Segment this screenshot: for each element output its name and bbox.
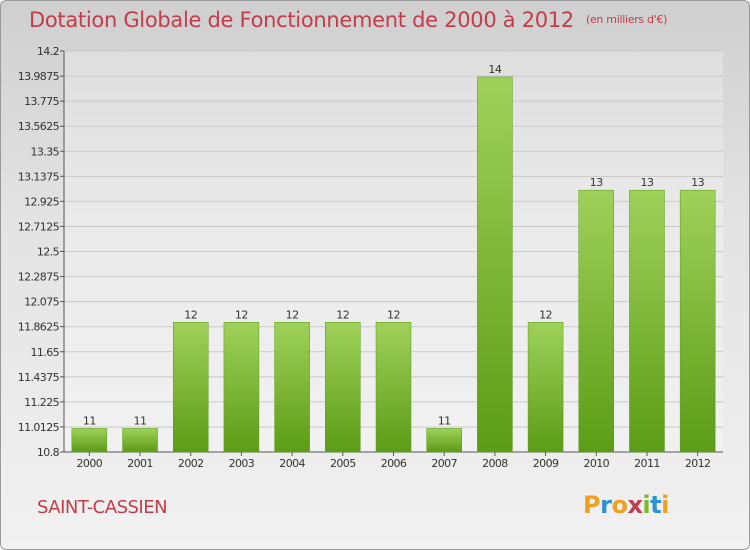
x-tick-label: 2009	[533, 457, 559, 470]
logo-letter: t	[650, 491, 662, 519]
bar	[375, 322, 412, 453]
bar	[679, 189, 716, 453]
y-tick-label: 12.7125	[18, 220, 60, 233]
bar	[426, 428, 462, 453]
y-tick-label: 13.5625	[18, 120, 60, 133]
bars: 11 11 12 12 12 12 12 11 14 12 13 13 13	[71, 63, 716, 453]
bar-value-label: 12	[539, 308, 552, 321]
x-tick-label: 2004	[279, 457, 305, 470]
chart-title: Dotation Globale de Fonctionnement de 20…	[29, 8, 667, 32]
y-tick-label: 13.775	[24, 95, 59, 108]
x-tick-label: 2012	[685, 457, 711, 470]
bar-value-label: 12	[286, 308, 299, 321]
bar-value-label: 12	[184, 308, 197, 321]
x-tick-label: 2011	[634, 457, 660, 470]
y-tick-label: 11.8625	[18, 321, 60, 334]
bar	[122, 428, 158, 453]
logo-letter: P	[583, 491, 601, 519]
y-tick-label: 11.65	[31, 346, 60, 359]
y-tick-label: 10.8	[37, 446, 60, 459]
x-tick-label: 2008	[482, 457, 508, 470]
x-tick-label: 2007	[431, 457, 457, 470]
bar-value-label: 12	[235, 308, 248, 321]
bar-value-label: 13	[691, 176, 704, 189]
axes: 10.8 11.0125 11.225 11.4375 11.65 11.8625 12.0…	[18, 45, 723, 470]
title-main: Dotation Globale de Fonctionnement de 20…	[29, 8, 574, 32]
y-tick-label: 11.0125	[18, 421, 60, 434]
bar-value-label: 13	[590, 176, 603, 189]
y-tick-label: 11.4375	[18, 371, 60, 384]
x-tick-label: 2002	[178, 457, 204, 470]
y-tick-label: 13.9875	[18, 70, 60, 83]
y-tick-label: 12.075	[24, 296, 59, 309]
logo-letter: x	[627, 491, 643, 519]
proxiti-logo: Proxiti	[583, 491, 669, 519]
bar-value-label: 11	[83, 414, 96, 427]
x-tick-label: 2006	[381, 457, 407, 470]
bar	[172, 322, 209, 453]
y-tick-label: 14.2	[37, 45, 59, 58]
logo-letter: r	[600, 491, 612, 519]
y-tick-label: 12.2875	[18, 271, 60, 284]
bar-value-label: 13	[640, 176, 653, 189]
x-tick-label: 2001	[127, 457, 153, 470]
bar	[578, 189, 615, 453]
bar-value-label: 12	[336, 308, 349, 321]
commune-name: SAINT-CASSIEN	[37, 497, 168, 518]
logo-letter: i	[661, 491, 669, 519]
bar-value-label: 14	[488, 63, 501, 76]
bar	[325, 322, 361, 453]
x-tick-label: 2000	[77, 457, 103, 470]
bar	[223, 322, 260, 453]
x-tick-label: 2005	[330, 457, 356, 470]
y-tick-label: 11.225	[24, 396, 59, 409]
bar	[527, 322, 564, 453]
x-tick-label: 2003	[229, 457, 255, 470]
logo-letter: o	[611, 491, 628, 519]
bar-value-label: 11	[438, 414, 451, 427]
bar-value-label: 12	[387, 308, 400, 321]
logo-letter: i	[642, 491, 651, 519]
title-unit: (en milliers d'€)	[585, 13, 668, 26]
y-tick-label: 12.5	[37, 246, 60, 259]
bar	[477, 76, 513, 453]
y-tick-label: 13.35	[31, 145, 60, 158]
bar	[71, 428, 108, 453]
y-tick-label: 13.1375	[18, 170, 60, 183]
bar	[274, 322, 310, 453]
bar-value-label: 11	[134, 414, 147, 427]
y-tick-label: 12.925	[24, 195, 59, 208]
bar	[629, 189, 665, 453]
x-tick-label: 2010	[583, 457, 609, 470]
